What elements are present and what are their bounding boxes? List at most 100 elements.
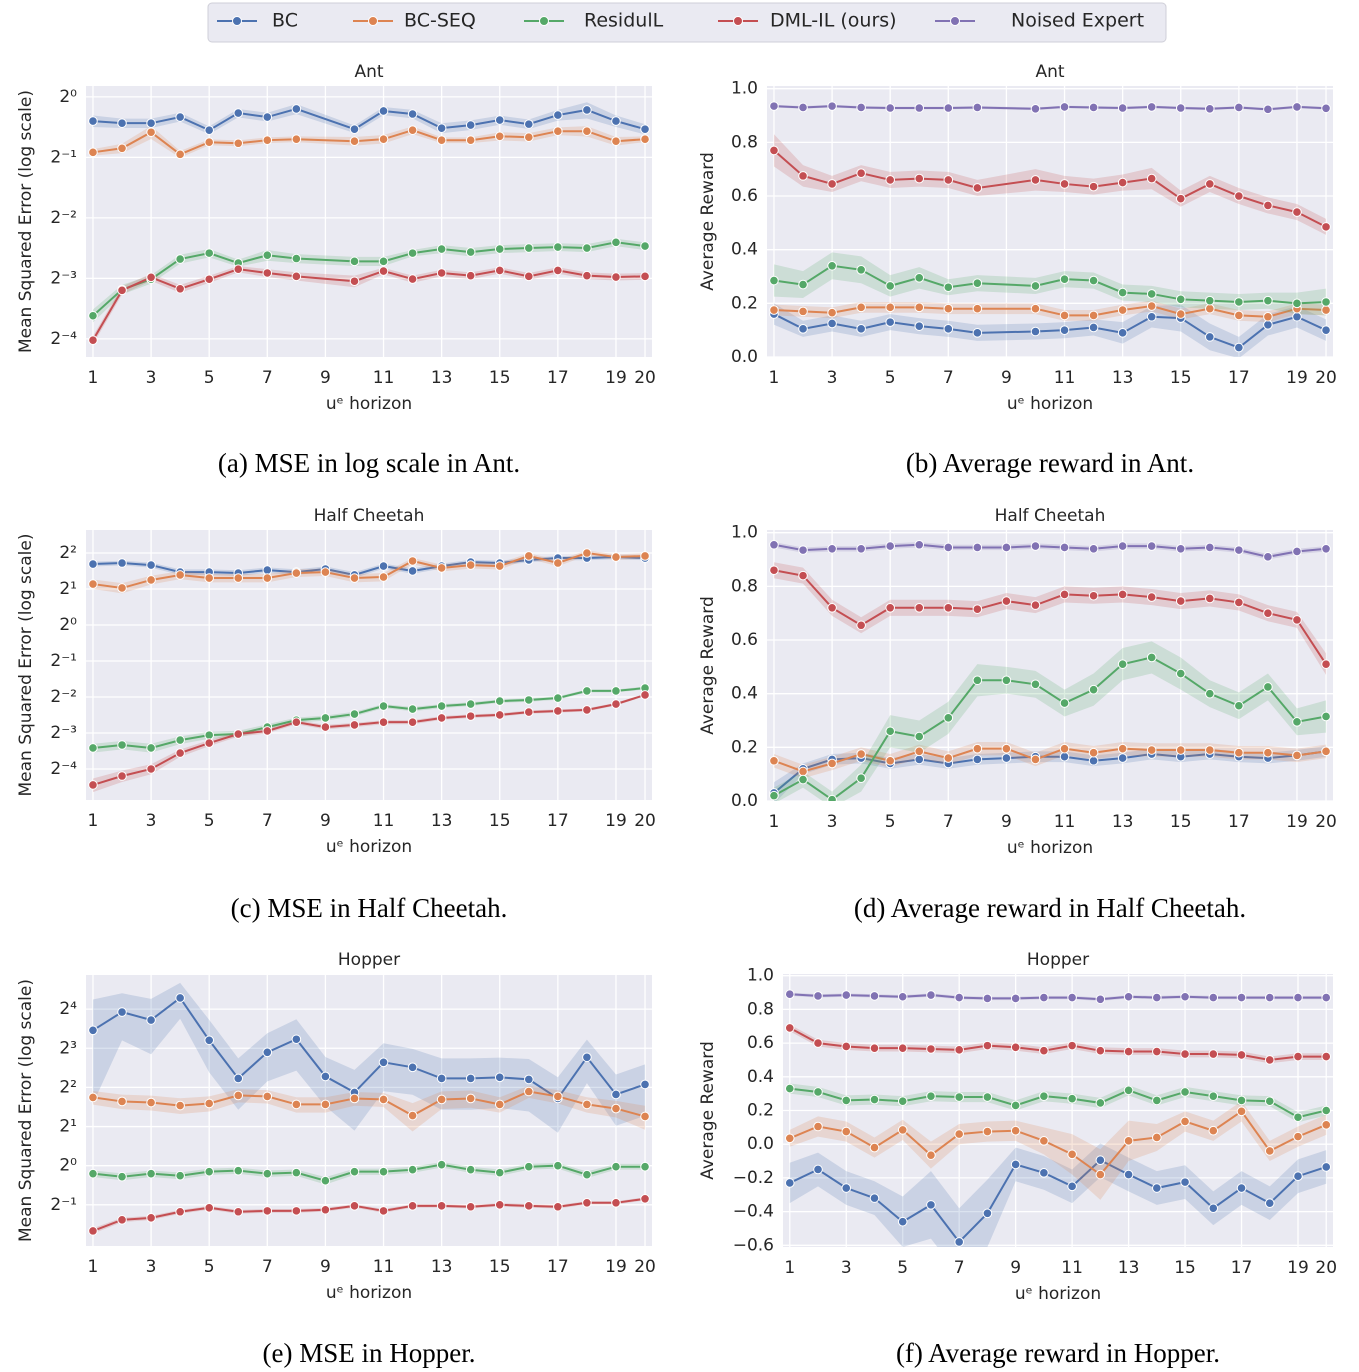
data-point — [1146, 592, 1157, 602]
data-point — [146, 1097, 156, 1108]
x-tick-label: 7 — [262, 368, 273, 388]
data-point — [1175, 103, 1186, 113]
data-point — [146, 575, 156, 585]
data-point — [88, 1092, 98, 1103]
data-point — [320, 1099, 331, 1110]
x-axis-label: uᵉ horizon — [326, 837, 412, 857]
data-point — [146, 1168, 156, 1179]
data-point — [1180, 1116, 1190, 1127]
data-point — [1264, 992, 1275, 1003]
data-point — [1175, 668, 1186, 679]
data-point — [769, 539, 779, 550]
data-point — [1088, 755, 1099, 766]
y-tick-label: 2⁰ — [59, 1156, 77, 1176]
data-point — [553, 126, 563, 137]
data-point — [146, 118, 156, 128]
data-point — [204, 125, 214, 135]
data-point — [972, 183, 983, 193]
data-point — [349, 1093, 360, 1104]
data-point — [914, 321, 925, 331]
data-point — [407, 274, 418, 284]
data-point — [640, 1194, 650, 1204]
data-point — [841, 1095, 852, 1106]
data-point — [465, 1093, 476, 1104]
data-point — [1123, 1169, 1134, 1180]
caption: (f) Average reward in Hopper. — [896, 1338, 1220, 1368]
plot-area — [88, 548, 650, 793]
data-point — [798, 774, 808, 785]
data-point — [436, 563, 447, 573]
data-point — [982, 1092, 993, 1102]
x-tick-label: 1 — [769, 368, 780, 388]
data-point — [378, 1166, 389, 1177]
data-point — [1175, 193, 1186, 204]
data-point — [117, 1215, 127, 1225]
x-tick-label: 7 — [262, 811, 273, 831]
data-point — [233, 1073, 244, 1084]
data-point — [378, 134, 389, 144]
data-point — [1263, 552, 1273, 562]
data-point — [1030, 679, 1041, 690]
data-point — [204, 1203, 214, 1213]
caption: (b) Average reward in Ant. — [906, 448, 1194, 478]
data-point — [1123, 1046, 1134, 1057]
y-tick-label: 0.0 — [731, 347, 758, 367]
series-line — [773, 747, 1327, 773]
y-tick-label: −0.6 — [733, 1235, 774, 1255]
data-point — [407, 566, 418, 576]
data-point — [1030, 326, 1041, 337]
data-point — [640, 271, 650, 282]
x-tick-label: 3 — [146, 368, 157, 388]
data-point — [1059, 751, 1070, 762]
data-point — [798, 324, 808, 334]
data-point — [943, 753, 954, 763]
data-point — [553, 693, 563, 703]
data-point — [524, 132, 534, 143]
data-point — [1146, 541, 1157, 551]
data-point — [1205, 303, 1215, 314]
y-tick-label: 0.2 — [747, 1101, 774, 1121]
data-point — [1067, 1181, 1077, 1192]
data-point — [436, 123, 447, 133]
data-point — [117, 771, 127, 781]
data-point — [914, 539, 925, 550]
data-point — [943, 175, 954, 185]
data-point — [582, 548, 592, 558]
data-point — [436, 701, 447, 711]
x-axis-label: uᵉ horizon — [326, 1283, 412, 1303]
y-tick-label: 0.0 — [747, 1134, 774, 1154]
data-point — [1067, 1040, 1077, 1051]
data-point — [1205, 179, 1215, 189]
data-point — [494, 1167, 505, 1178]
data-point — [1088, 747, 1099, 758]
x-tick-label: 5 — [204, 368, 215, 388]
data-point — [465, 560, 476, 570]
data-point — [233, 1090, 244, 1101]
y-tick-label: 2⁻³ — [50, 268, 77, 288]
data-point — [1321, 746, 1331, 757]
data-point — [1263, 682, 1273, 692]
data-point — [640, 1111, 650, 1122]
data-point — [494, 1099, 505, 1110]
data-point — [378, 701, 389, 711]
data-point — [1001, 675, 1012, 686]
x-tick-label: 7 — [954, 1258, 965, 1278]
data-point — [914, 173, 925, 184]
x-tick-label: 7 — [943, 812, 954, 832]
x-tick-label: 11 — [1054, 812, 1076, 832]
data-point — [1001, 743, 1012, 754]
data-point — [897, 1043, 908, 1053]
data-point — [1088, 310, 1099, 321]
y-tick-label: 2⁻¹ — [50, 651, 77, 671]
data-point — [1117, 743, 1128, 754]
data-point — [175, 748, 185, 758]
data-point — [1321, 659, 1331, 669]
data-point — [841, 1041, 852, 1052]
data-point — [640, 690, 650, 700]
y-axis-label: Mean Squared Error (log scale) — [16, 90, 36, 353]
chart-title: Hopper — [338, 950, 400, 970]
x-tick-label: 5 — [885, 368, 896, 388]
data-point — [291, 1034, 302, 1045]
data-point — [769, 755, 779, 766]
data-point — [1263, 295, 1273, 306]
